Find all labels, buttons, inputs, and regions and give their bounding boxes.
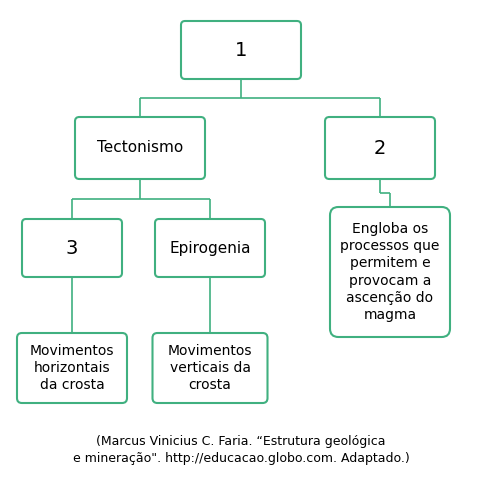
FancyBboxPatch shape — [155, 219, 265, 277]
FancyBboxPatch shape — [325, 117, 435, 179]
Text: Epirogenia: Epirogenia — [169, 241, 251, 256]
FancyBboxPatch shape — [17, 333, 127, 403]
Text: 3: 3 — [66, 239, 78, 257]
Text: 1: 1 — [235, 41, 247, 59]
FancyBboxPatch shape — [181, 21, 301, 79]
Text: Movimentos
horizontais
da crosta: Movimentos horizontais da crosta — [30, 344, 114, 392]
FancyBboxPatch shape — [22, 219, 122, 277]
FancyBboxPatch shape — [330, 207, 450, 337]
Text: (Marcus Vinicius C. Faria. “Estrutura geológica
e mineração". http://educacao.gl: (Marcus Vinicius C. Faria. “Estrutura ge… — [72, 435, 410, 465]
FancyBboxPatch shape — [75, 117, 205, 179]
Text: Movimentos
verticais da
crosta: Movimentos verticais da crosta — [168, 344, 252, 392]
Text: 2: 2 — [374, 139, 386, 157]
Text: Tectonismo: Tectonismo — [97, 141, 183, 156]
FancyBboxPatch shape — [153, 333, 268, 403]
Text: Engloba os
processos que
permitem e
provocam a
ascenção do
magma: Engloba os processos que permitem e prov… — [341, 222, 440, 322]
